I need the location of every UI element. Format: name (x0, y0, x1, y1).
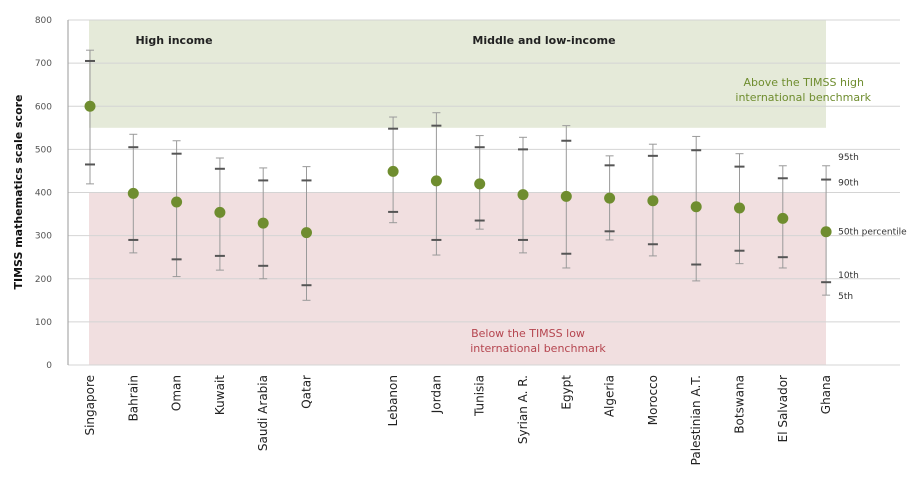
series-kuwait (214, 157, 226, 271)
x-category-label: Oman (170, 375, 184, 411)
y-tick-label: 700 (35, 59, 52, 69)
y-tick-label: 500 (35, 145, 52, 155)
median-marker (214, 206, 226, 218)
grid-lines (68, 19, 900, 366)
band-labels: Above the TIMSS high international bench… (470, 76, 871, 355)
median-marker (777, 212, 789, 224)
percentile-label-p95: 95th (838, 153, 859, 163)
series-palestinian-a-t (690, 135, 702, 282)
series-botswana (734, 153, 745, 265)
series-egypt (560, 125, 572, 269)
x-category-label: Kuwait (213, 375, 227, 415)
x-category-label: Ghana (819, 375, 833, 414)
median-marker (517, 189, 529, 201)
series-oman (171, 140, 183, 278)
series-algeria (604, 155, 616, 241)
x-category-label: El Salvador (776, 375, 790, 442)
y-tick-label: 0 (46, 361, 52, 371)
x-category-label: Botswana (733, 375, 747, 434)
series-el-salvador (777, 165, 789, 269)
median-marker (604, 192, 616, 204)
percentile-label-p90: 90th (838, 179, 859, 189)
median-marker (430, 175, 442, 187)
median-marker (301, 227, 312, 239)
x-category-label: Palestinian A.T. (689, 375, 703, 465)
x-category-label: Morocco (646, 375, 660, 425)
group-label-middle-low-income: Middle and low-income (472, 34, 615, 47)
series-jordan (430, 112, 442, 256)
percentile-label-p50: 50th percentile (838, 228, 907, 238)
x-category-label: Bahrain (126, 375, 140, 421)
low-benchmark-label-line1: Below the TIMSS low (471, 327, 585, 340)
y-tick-label: 100 (35, 318, 52, 328)
x-category-label: Qatar (300, 375, 314, 409)
series-saudi-arabia (257, 167, 269, 280)
group-labels: High income Middle and low-income (135, 34, 615, 47)
y-axis: 0 100 200 300 400 500 600 700 800 (35, 16, 69, 371)
median-marker (127, 187, 139, 199)
percentile-labels: 95th 90th 50th percentile 10th 5th (838, 153, 907, 302)
high-benchmark-label-line2: international benchmark (735, 91, 871, 104)
series-tunisia (474, 135, 486, 230)
series-syrian-a-r (517, 136, 529, 254)
group-label-high-income: High income (135, 34, 212, 47)
x-category-label: Saudi Arabia (256, 375, 270, 451)
series-bahrain (127, 133, 139, 254)
x-category-label: Singapore (83, 375, 97, 436)
y-axis-label: TIMSS mathematics scale score (12, 94, 25, 289)
y-tick-label: 300 (35, 232, 52, 242)
x-category-label: Tunisia (473, 375, 487, 417)
series-singapore (84, 49, 96, 185)
percentile-label-p5: 5th (838, 292, 853, 302)
median-marker (257, 217, 269, 229)
median-marker (387, 165, 399, 177)
y-tick-label: 400 (35, 189, 52, 199)
median-marker (647, 195, 659, 207)
x-category-label: Jordan (429, 375, 443, 414)
series-qatar (301, 166, 312, 301)
median-marker (171, 196, 183, 208)
x-category-label: Lebanon (386, 375, 400, 426)
median-marker (734, 202, 745, 214)
series-ghana (820, 165, 832, 296)
y-tick-label: 200 (35, 275, 52, 285)
median-marker (560, 190, 572, 202)
low-benchmark-label-line2: international benchmark (470, 342, 606, 355)
high-benchmark-band (89, 20, 826, 128)
country-series (84, 49, 832, 301)
x-category-label: Syrian A. R. (516, 375, 530, 444)
y-tick-label: 600 (35, 102, 52, 112)
median-marker (690, 201, 702, 213)
series-lebanon (387, 116, 399, 224)
series-morocco (647, 143, 659, 257)
y-tick-label: 800 (35, 16, 52, 26)
median-marker (474, 178, 486, 190)
x-axis-labels: Singapore Bahrain Oman Kuwait Saudi Arabia Qa… (83, 375, 833, 466)
x-category-label: Algeria (603, 375, 617, 417)
median-marker (84, 100, 96, 112)
high-benchmark-label-line1: Above the TIMSS high (744, 76, 864, 89)
median-marker (820, 226, 832, 238)
percentile-label-p10: 10th (838, 271, 859, 281)
x-category-label: Egypt (559, 375, 573, 410)
